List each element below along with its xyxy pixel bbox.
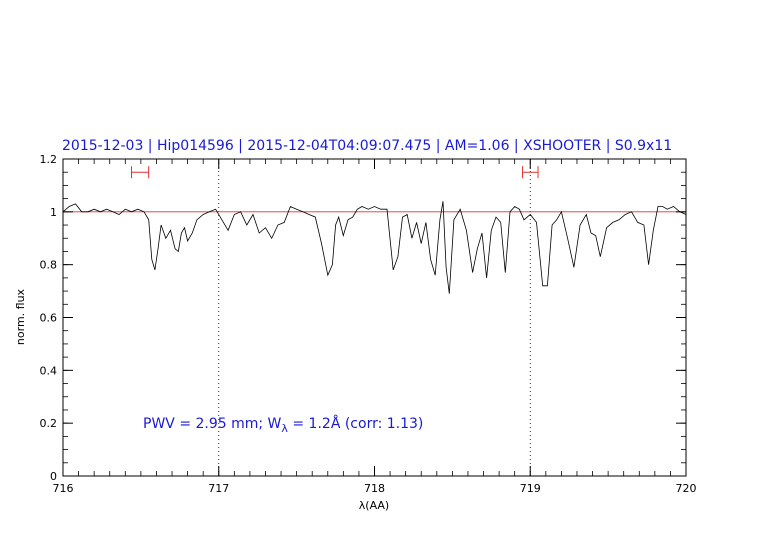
y-tick-label: 0.4 — [40, 364, 58, 377]
plot-frame — [62, 158, 687, 477]
pwv-subscript: λ — [281, 422, 288, 435]
x-tick-label: 719 — [520, 482, 541, 495]
x-tick-label: 716 — [53, 482, 74, 495]
y-tick-labels: 0 0.2 0.4 0.6 0.8 1 1.2 — [40, 153, 58, 483]
x-axis-title: λ(AA) — [359, 499, 389, 512]
chart-title: 2015-12-03 | Hip014596 | 2015-12-04T04:0… — [62, 138, 672, 154]
pwv-annotation: PWV = 2.95 mm; Wλ = 1.2Å (corr: 1.13) — [143, 415, 423, 435]
y-tick-label: 0.2 — [40, 417, 58, 430]
x-tick-label: 720 — [676, 482, 697, 495]
pwv-rest: = 1.2Å (corr: 1.13) — [288, 415, 423, 432]
x-tick-label: 718 — [364, 482, 385, 495]
pwv-text: PWV = 2.95 mm; W — [143, 416, 282, 432]
y-tick-label: 1 — [50, 206, 57, 219]
x-tick-labels: 716 717 718 719 720 — [53, 482, 697, 495]
y-tick-label: 0 — [50, 470, 57, 483]
y-axis-title: norm. flux — [14, 288, 27, 345]
spectrum-line-group — [62, 201, 687, 294]
y-tick-label: 0.6 — [40, 312, 58, 325]
y-tick-label: 0.8 — [40, 259, 58, 272]
spectrum-line — [62, 201, 687, 294]
continuum-window-markers — [131, 166, 539, 179]
x-tick-label: 717 — [208, 482, 229, 495]
axis-ticks — [62, 158, 687, 477]
y-tick-label: 1.2 — [40, 153, 58, 166]
